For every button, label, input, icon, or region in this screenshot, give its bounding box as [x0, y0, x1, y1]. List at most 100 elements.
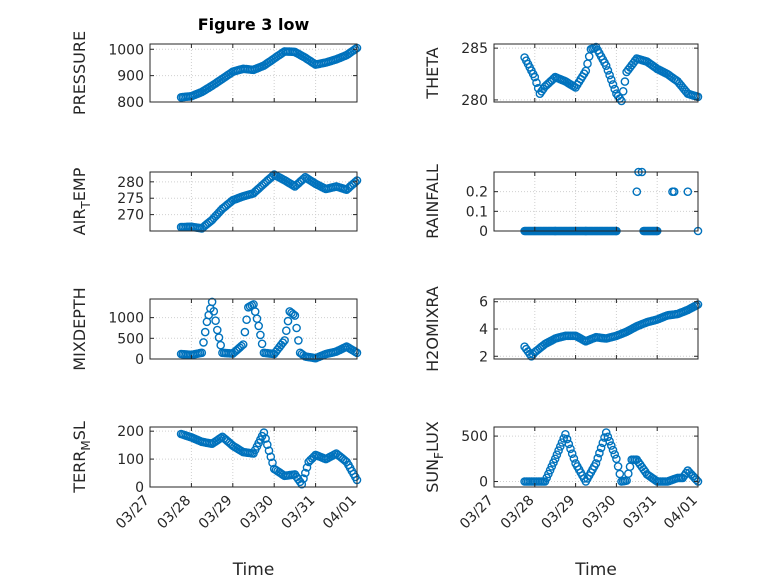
y-tick-label: 0.2	[466, 185, 488, 201]
data-point	[556, 442, 565, 451]
y-tick-label: 1000	[108, 42, 144, 58]
data-point	[593, 453, 603, 463]
x-tick-label: 03/29	[539, 493, 579, 533]
y-tick-label: 275	[117, 191, 144, 207]
axes-frame	[149, 298, 358, 360]
subplot-1: 800 900 1000 PRESSURE Figure 3 low	[70, 15, 362, 115]
data-point	[256, 330, 265, 340]
x-tick-label: 03/28	[154, 493, 194, 533]
x-axis-label: Time	[574, 560, 617, 580]
axes-frame	[493, 171, 699, 232]
data-point	[530, 72, 540, 82]
data-point	[583, 59, 592, 69]
data-point	[561, 429, 570, 439]
data-point	[350, 44, 360, 54]
data-point	[632, 187, 642, 196]
data-point	[290, 311, 300, 320]
axes-frame	[493, 426, 699, 488]
data-point	[211, 316, 220, 326]
data-point	[266, 452, 276, 462]
data-point	[281, 326, 291, 336]
data-point	[610, 84, 620, 94]
data-point	[569, 454, 579, 463]
data-point	[209, 306, 219, 316]
data-point	[262, 440, 272, 450]
axes-frame	[149, 426, 358, 488]
data-point	[302, 463, 312, 472]
y-tick-label: 900	[117, 69, 144, 85]
data-point	[618, 87, 628, 96]
y-axis-label: TERRMSL	[70, 421, 93, 494]
y-tick-label: 0	[479, 475, 488, 491]
x-tick-label: 04/01	[661, 493, 701, 533]
data-point	[300, 468, 310, 478]
data-point	[288, 309, 298, 319]
data-point	[216, 433, 225, 443]
x-tick-label: 03/30	[579, 493, 619, 533]
data-point	[214, 333, 224, 342]
x-tick-label: 03/31	[279, 493, 319, 533]
y-tick-label: 0.1	[466, 204, 488, 220]
y-tick-label: 100	[117, 452, 144, 468]
y-tick-label: 0	[135, 480, 144, 496]
subplot-5: 0 500 1000 MIXDEPTH	[70, 287, 362, 371]
data-point	[603, 432, 613, 442]
data-point	[596, 443, 606, 453]
y-tick-label: 4	[479, 322, 488, 338]
data-point	[613, 462, 623, 471]
data-point	[197, 348, 207, 358]
data-point	[692, 475, 701, 485]
data-point	[550, 454, 560, 464]
data-point	[595, 448, 604, 458]
data-point	[283, 316, 293, 326]
data-point	[242, 315, 251, 325]
data-point	[591, 459, 601, 468]
y-tick-label: 0	[135, 352, 144, 368]
data-point	[259, 428, 269, 437]
data-point	[297, 479, 307, 489]
data-point	[612, 454, 621, 464]
y-tick-label: 0	[479, 224, 488, 240]
data-point	[605, 436, 614, 446]
y-axis-label: AIRTEMP	[70, 167, 93, 235]
y-axis-label: PRESSURE	[70, 31, 89, 115]
y-tick-label: 200	[117, 424, 144, 440]
y-tick-label: 1000	[108, 311, 144, 327]
data-point	[608, 445, 618, 455]
x-tick-label: 03/29	[196, 493, 236, 533]
data-point	[216, 340, 225, 350]
data-point	[584, 52, 594, 61]
data-point	[615, 469, 625, 479]
data-point	[607, 75, 616, 84]
x-tick-label: 03/28	[498, 493, 538, 533]
y-tick-label: 6	[479, 295, 488, 311]
y-tick-label: 280	[461, 93, 488, 109]
data-point	[238, 340, 248, 349]
data-point	[200, 327, 210, 337]
data-point	[625, 462, 635, 472]
axes-frame	[493, 43, 699, 103]
data-point	[683, 187, 693, 196]
data-point	[620, 77, 630, 86]
data-point	[237, 341, 246, 351]
subplot-7: 0 100 200 TERRMSL 03/27 03/28 03/29 03/30 03/31 0…	[70, 421, 362, 580]
data-point	[610, 450, 620, 459]
y-tick-label: 2	[479, 349, 488, 365]
data-point	[564, 439, 574, 449]
y-axis-label: MIXDEPTH	[70, 287, 89, 370]
y-tick-label: 285	[461, 41, 488, 57]
subplot-4: 0 0.1 0.2 RAINFALL	[423, 164, 703, 240]
y-axis-label: THETA	[423, 47, 442, 99]
data-point	[617, 96, 626, 106]
data-point	[268, 458, 277, 468]
subplot-6: 2 4 6 H2OMIXRA	[423, 286, 703, 372]
data-point	[299, 474, 308, 483]
x-tick-label: 04/01	[320, 493, 360, 533]
data-point	[250, 307, 260, 316]
data-point	[199, 338, 208, 347]
data-point	[601, 428, 611, 437]
y-axis-label: SUNFLUX	[423, 421, 446, 493]
data-point	[554, 446, 563, 455]
figure-title: Figure 3 low	[198, 15, 310, 34]
